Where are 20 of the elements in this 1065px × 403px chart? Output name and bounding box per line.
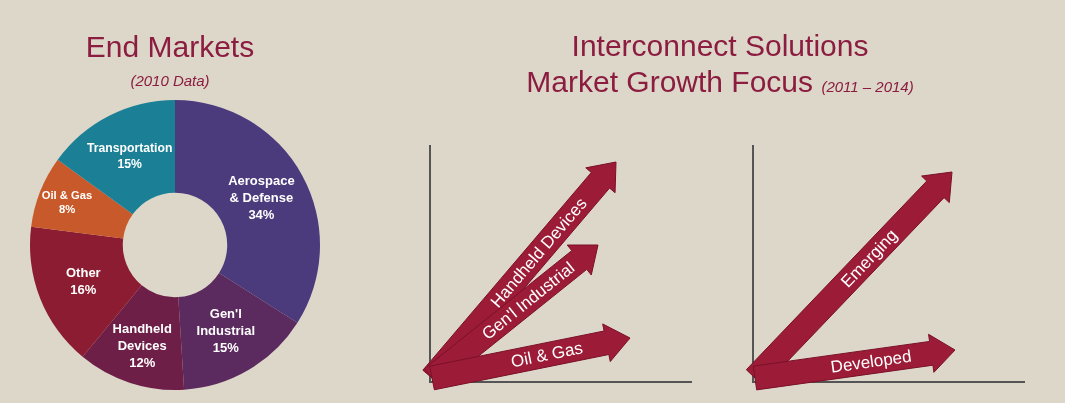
slice-label: Oil & Gas [41,188,93,201]
data-label: 8% [58,203,76,216]
data-label: 16% [70,282,97,298]
slice-label: Gen'l Industrial [196,306,256,339]
text: Oil & Gas [509,338,585,372]
text: (2011 – 2014) [821,78,914,95]
data-label: 15% [117,157,143,172]
donut-slice [175,100,320,323]
slice-label: Handheld Devices [112,321,172,354]
data-label: 15% [212,340,240,356]
donut-slice [178,272,298,390]
slice-label: Aerospace & Defense [228,173,295,205]
slice-label: Transportation [87,141,173,156]
data-label: 34% [248,206,275,222]
donut-slice [57,100,175,215]
text: Developed [829,346,913,377]
chart-title: End Markets [84,30,256,64]
data-label: 12% [129,355,156,371]
slice-label: Other [65,265,101,281]
chart-subtitle: (2010 Data) [129,72,211,89]
